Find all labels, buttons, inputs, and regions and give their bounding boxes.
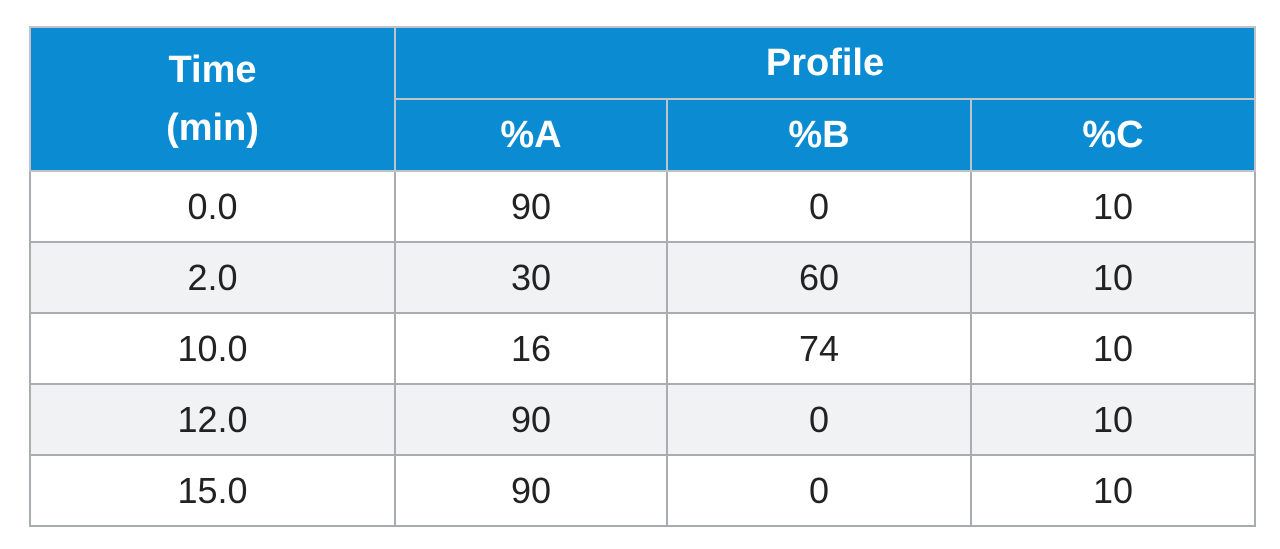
table-row: 15.0 90 0 10 xyxy=(29,454,1257,527)
percent-a-cell: 16 xyxy=(394,312,668,385)
percent-a-header: %A xyxy=(394,98,668,172)
profile-column-header: Profile xyxy=(393,26,1257,100)
time-cell: 2.0 xyxy=(29,241,396,314)
time-cell: 12.0 xyxy=(29,383,396,456)
table-row: 10.0 16 74 10 xyxy=(29,312,1257,385)
percent-c-cell: 10 xyxy=(969,454,1257,527)
percent-a-cell: 90 xyxy=(394,383,668,456)
table-header: Time (min) Profile %A %B %C xyxy=(29,26,1257,172)
time-column-header: Time (min) xyxy=(29,26,396,172)
percent-b-header: %B xyxy=(666,98,972,172)
time-cell: 0.0 xyxy=(29,170,396,243)
time-cell: 10.0 xyxy=(29,312,396,385)
percent-b-cell: 0 xyxy=(666,383,972,456)
table-row: 0.0 90 0 10 xyxy=(29,170,1257,243)
percent-b-cell: 60 xyxy=(666,241,972,314)
percent-c-cell: 10 xyxy=(969,241,1257,314)
percent-c-cell: 10 xyxy=(969,312,1257,385)
header-row-top: Time (min) Profile xyxy=(29,26,1257,172)
percent-a-cell: 30 xyxy=(394,241,668,314)
time-cell: 15.0 xyxy=(29,454,396,527)
table-row: 2.0 30 60 10 xyxy=(29,241,1257,314)
percent-b-cell: 74 xyxy=(666,312,972,385)
percent-a-cell: 90 xyxy=(394,170,668,243)
percent-c-header: %C xyxy=(969,98,1257,172)
percent-c-cell: 10 xyxy=(969,383,1257,456)
percent-b-cell: 0 xyxy=(666,170,972,243)
percent-c-cell: 10 xyxy=(969,170,1257,243)
gradient-table-container: Time (min) Profile %A %B %C 0.0 90 0 10 … xyxy=(29,26,1257,527)
time-header-unit: (min) xyxy=(166,107,259,149)
header-row-sub: %A %B %C xyxy=(30,98,1257,172)
time-header-label: Time xyxy=(168,49,257,91)
percent-a-cell: 90 xyxy=(394,454,668,527)
table-body: 0.0 90 0 10 2.0 30 60 10 10.0 16 74 10 1… xyxy=(29,170,1257,527)
table-row: 12.0 90 0 10 xyxy=(29,383,1257,456)
percent-b-cell: 0 xyxy=(666,454,972,527)
gradient-profile-table: Time (min) Profile %A %B %C 0.0 90 0 10 … xyxy=(29,26,1257,527)
